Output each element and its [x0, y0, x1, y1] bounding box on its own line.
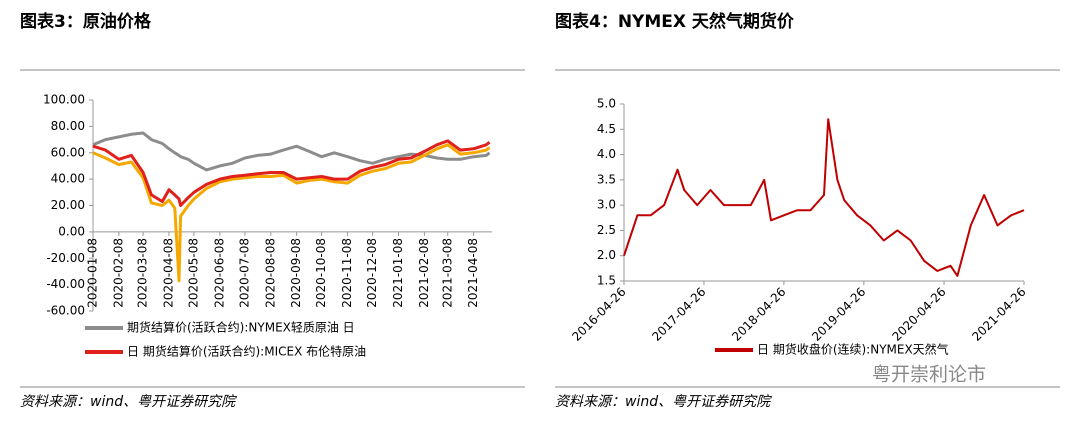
chart-title: 图表3：原油价格	[20, 11, 152, 32]
source: 资料来源：wind、粤开证券研究院	[555, 394, 772, 410]
x-tick-label: 2020-10-08	[314, 238, 328, 308]
y-tick-label: 2.5	[597, 223, 616, 237]
legend-label: 期货结算价(活跃合约):NYMEX轻质原油 日	[127, 320, 355, 335]
x-tick-label: 2021-03-08	[440, 238, 454, 308]
x-tick-label: 2020-01-08	[86, 238, 100, 308]
y-tick-label: 3.0	[597, 198, 616, 212]
source: 资料来源：wind、粤开证券研究院	[20, 394, 237, 410]
x-tick-label: 2021-01-08	[391, 238, 405, 308]
y-tick-label: 60.00	[51, 145, 85, 159]
series-line	[92, 139, 491, 207]
y-tick-label: 3.5	[597, 172, 616, 186]
y-tick-label: 2.0	[597, 248, 616, 262]
x-tick-label: 2021-04-08	[466, 238, 480, 308]
x-tick-label: 2020-04-08	[161, 238, 175, 308]
legend-label: 日 期货结算价(活跃合约):MICEX 布伦特原油	[127, 344, 366, 359]
legend-label: 日 期货收盘价(连续):NYMEX天然气	[757, 342, 949, 357]
y-tick-label: 4.0	[597, 147, 616, 161]
y-tick-label: 40.00	[51, 172, 85, 186]
y-tick-label: 80.00	[51, 119, 85, 133]
y-tick-label: 4.5	[597, 122, 616, 136]
y-tick-label: -20.00	[46, 251, 85, 265]
y-tick-label: 0.00	[58, 224, 85, 238]
x-tick-label: 2020-07-08	[237, 238, 251, 308]
y-tick-label: -60.00	[46, 304, 85, 318]
x-tick-label: 2021-02-08	[417, 238, 431, 308]
series-line	[623, 118, 1025, 277]
x-tick-label: 2020-08-08	[263, 238, 277, 308]
watermark: 粤开崇利论市	[872, 364, 986, 386]
chart-title: 图表4：NYMEX 天然气期货价	[555, 11, 795, 32]
y-tick-label: 100.00	[43, 93, 85, 107]
y-tick-label: 20.00	[51, 198, 85, 212]
x-tick-label: 2020-06-08	[212, 238, 226, 308]
y-tick-label: 5.0	[597, 97, 616, 111]
x-tick-label: 2020-11-08	[340, 238, 354, 308]
y-tick-label: -40.00	[46, 277, 85, 291]
y-tick-label: 1.5	[597, 274, 616, 288]
x-tick-label: 2020-12-08	[365, 238, 379, 308]
x-tick-label: 2020-05-08	[187, 238, 201, 308]
series-line	[92, 143, 491, 283]
x-tick-label: 2020-02-08	[111, 238, 125, 308]
x-tick-label: 2020-09-08	[289, 238, 303, 308]
x-tick-label: 2020-03-08	[136, 238, 150, 308]
